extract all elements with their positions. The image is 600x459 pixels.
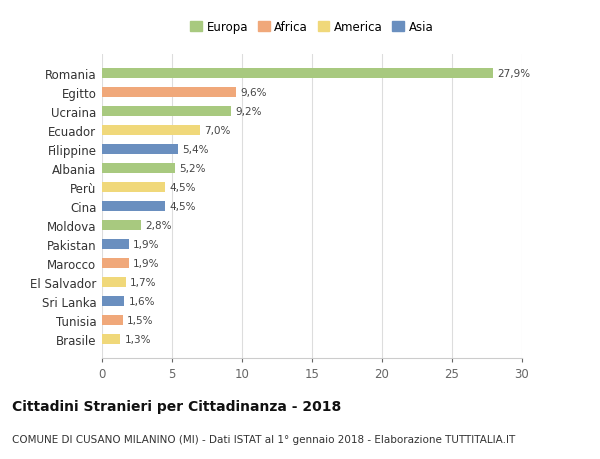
Text: 5,4%: 5,4% [182,145,208,155]
Bar [102,296,124,307]
Text: 1,7%: 1,7% [130,277,157,287]
Text: 9,6%: 9,6% [241,88,267,98]
Text: 1,3%: 1,3% [124,334,151,344]
Text: COMUNE DI CUSANO MILANINO (MI) - Dati ISTAT al 1° gennaio 2018 - Elaborazione TU: COMUNE DI CUSANO MILANINO (MI) - Dati IS… [12,434,515,444]
Text: 1,6%: 1,6% [128,296,155,306]
Bar [102,315,123,325]
Text: Cittadini Stranieri per Cittadinanza - 2018: Cittadini Stranieri per Cittadinanza - 2… [12,399,341,413]
Bar [102,277,126,287]
Text: 1,5%: 1,5% [127,315,154,325]
Text: 27,9%: 27,9% [497,69,530,79]
Bar [102,126,200,136]
Bar [102,163,175,174]
Bar [102,106,231,117]
Text: 7,0%: 7,0% [204,126,230,136]
Text: 9,2%: 9,2% [235,107,262,117]
Bar [102,202,165,212]
Text: 1,9%: 1,9% [133,240,160,249]
Bar [102,258,128,269]
Bar [102,220,141,231]
Text: 2,8%: 2,8% [145,220,172,230]
Bar [102,69,493,79]
Text: 4,5%: 4,5% [169,202,196,212]
Legend: Europa, Africa, America, Asia: Europa, Africa, America, Asia [188,18,436,36]
Text: 4,5%: 4,5% [169,183,196,193]
Text: 5,2%: 5,2% [179,164,205,174]
Bar [102,182,165,193]
Bar [102,88,236,98]
Text: 1,9%: 1,9% [133,258,160,269]
Bar [102,334,120,344]
Bar [102,145,178,155]
Bar [102,239,128,250]
